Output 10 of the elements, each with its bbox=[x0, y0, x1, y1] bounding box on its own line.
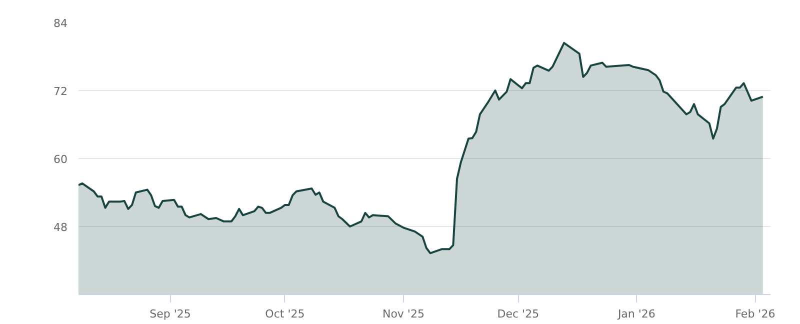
x-tick-label: Jan '26 bbox=[616, 308, 656, 320]
y-tick-label: 60 bbox=[54, 153, 68, 166]
x-tick-label: Oct '25 bbox=[265, 308, 305, 320]
y-tick-label: 72 bbox=[54, 85, 68, 98]
x-tick-label: Nov '25 bbox=[382, 308, 424, 320]
y-tick-label: 84 bbox=[54, 17, 68, 30]
y-tick-label: 48 bbox=[54, 221, 68, 234]
x-tick-label: Dec '25 bbox=[497, 308, 540, 320]
x-tick-label: Feb '26 bbox=[735, 308, 776, 320]
x-tick-label: Sep '25 bbox=[150, 308, 191, 320]
